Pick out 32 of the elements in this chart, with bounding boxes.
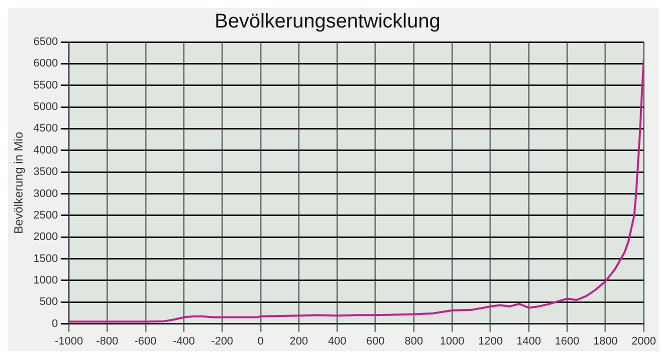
y-tick-label: 3000 [33,188,58,200]
y-tick-label: 5500 [33,79,58,92]
y-tick-label: 6000 [33,58,58,70]
y-axis-title: Bevölkerung in Mio [12,132,26,234]
x-tick-label: -1000 [54,335,83,348]
y-tick-label: 500 [40,296,58,308]
y-tick-label: 1000 [33,274,58,286]
y-tick-label: 0 [52,318,58,330]
y-tick-label: 1500 [33,252,58,265]
x-tick-label: 1600 [554,335,580,348]
x-tick-label: -200 [211,335,234,348]
x-tick-label: 2000 [632,335,656,348]
x-tick-label: 600 [366,335,385,348]
y-tick-label: 6500 [33,36,58,48]
y-tick-label: 5000 [33,101,58,114]
chart-title: Bevölkerungsentwicklung [214,10,440,33]
x-tick-label: -600 [134,335,157,348]
y-tick-label: 2000 [33,231,58,244]
x-tick-label: -400 [172,335,195,348]
x-tick-label: 1800 [593,335,618,348]
x-tick-label: 0 [257,335,264,348]
x-tick-label: 800 [404,335,423,348]
y-tick-label: 3500 [33,166,58,178]
y-tick-label: 2500 [33,209,58,222]
x-tick-label: 1200 [478,335,503,348]
y-tick-label: 4500 [33,122,58,135]
y-tick-label: 4000 [33,144,58,156]
x-tick-label: 1400 [516,335,542,348]
x-tick-label: -800 [96,335,118,348]
x-tick-label: 400 [328,335,346,348]
x-tick-label: 200 [290,335,308,348]
x-tick-label: 1000 [440,335,464,348]
